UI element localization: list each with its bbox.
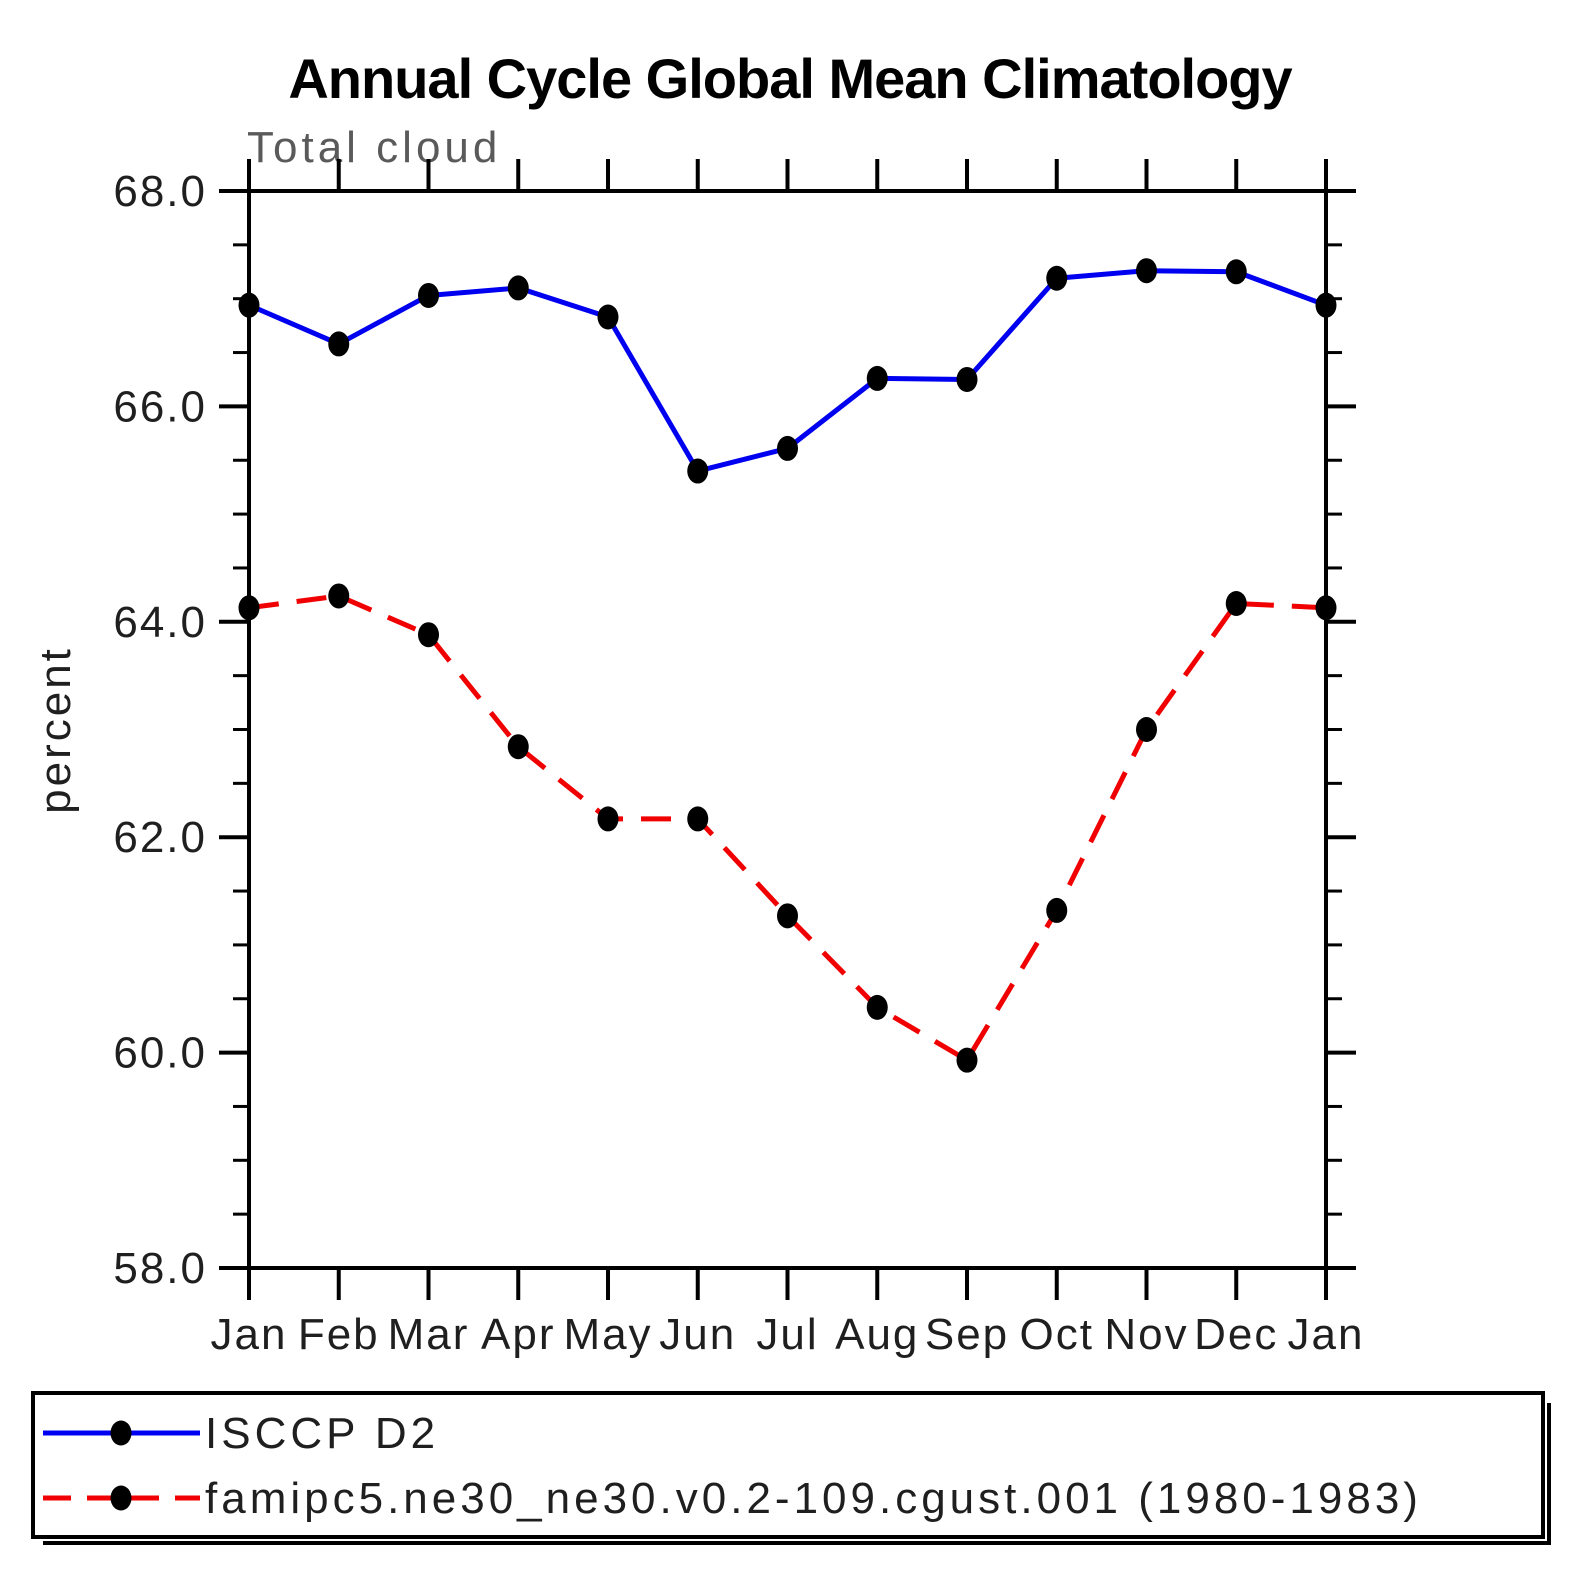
y-tick-label: 60.0 (113, 1029, 207, 1078)
legend-shadow-right (1547, 1403, 1551, 1545)
y-tick-label: 68.0 (113, 167, 207, 216)
x-tick-label: Feb (298, 1310, 380, 1359)
data-point-marker (1315, 292, 1337, 318)
series-line-1 (248, 593, 1327, 1063)
x-tick-label: Sep (925, 1310, 1009, 1359)
data-point-marker (507, 734, 529, 760)
data-point-marker (1225, 259, 1247, 285)
x-tick-label: Jul (756, 1310, 818, 1359)
x-tick-label: Mar (388, 1310, 470, 1359)
legend-marker-icon (110, 1485, 132, 1511)
plot-area: Jan Feb Mar Apr May Jun Jul Aug Sep Oct Nov Dec Jan5… (113, 159, 1365, 1359)
legend-marker-icon (110, 1420, 132, 1446)
y-tick-label: 66.0 (113, 382, 207, 431)
x-tick-label: Jun (659, 1310, 736, 1359)
data-point-marker (1225, 590, 1247, 616)
data-point-marker (1315, 595, 1337, 621)
data-point-marker (866, 365, 888, 391)
x-tick-label: Jan (211, 1310, 288, 1359)
chart-subtitle: Total cloud (247, 123, 501, 172)
data-point-marker (777, 903, 798, 929)
legend-box (31, 1391, 1545, 1539)
chart-title: Annual Cycle Global Mean Climatology (288, 47, 1292, 110)
y-tick-label: 64.0 (113, 598, 207, 647)
data-point-marker (1136, 717, 1157, 742)
data-point-marker (328, 583, 350, 609)
data-point-marker (507, 275, 529, 301)
y-tick-label: 58.0 (113, 1244, 207, 1293)
data-point-marker (956, 1047, 978, 1073)
legend-shadow-bottom (43, 1541, 1551, 1545)
x-tick-label: Oct (1020, 1310, 1094, 1359)
x-tick-label: Apr (481, 1310, 555, 1359)
data-point-marker (597, 806, 619, 832)
data-point-marker (238, 292, 260, 318)
x-tick-label: Jan (1288, 1310, 1365, 1359)
data-point-marker (1046, 897, 1068, 923)
data-point-marker (328, 331, 350, 357)
data-point-marker (866, 994, 888, 1020)
data-point-marker (418, 282, 439, 308)
x-tick-label: Nov (1104, 1310, 1188, 1359)
x-tick-label: Aug (835, 1310, 919, 1359)
legend: ISCCP D2 famipc5.ne30_ne30.v0.2-109.cgus… (31, 1391, 1551, 1545)
data-point-marker (777, 435, 798, 461)
data-point-marker (1046, 265, 1068, 291)
legend-label-isccp: ISCCP D2 (205, 1409, 439, 1458)
data-point-marker (418, 622, 439, 648)
legend-label-model: famipc5.ne30_ne30.v0.2-109.cgust.001 (19… (205, 1474, 1422, 1523)
plot-frame (247, 189, 1328, 1270)
y-axis-label: percent (31, 646, 80, 814)
data-point-marker (687, 458, 709, 484)
data-point-marker (238, 595, 260, 621)
data-point-marker (597, 304, 619, 330)
x-tick-label: Dec (1194, 1310, 1278, 1359)
x-tick-label: May (563, 1310, 652, 1359)
data-point-marker (956, 366, 978, 392)
y-tick-label: 62.0 (113, 813, 207, 862)
data-point-marker (1136, 258, 1157, 284)
data-point-marker (687, 806, 709, 832)
